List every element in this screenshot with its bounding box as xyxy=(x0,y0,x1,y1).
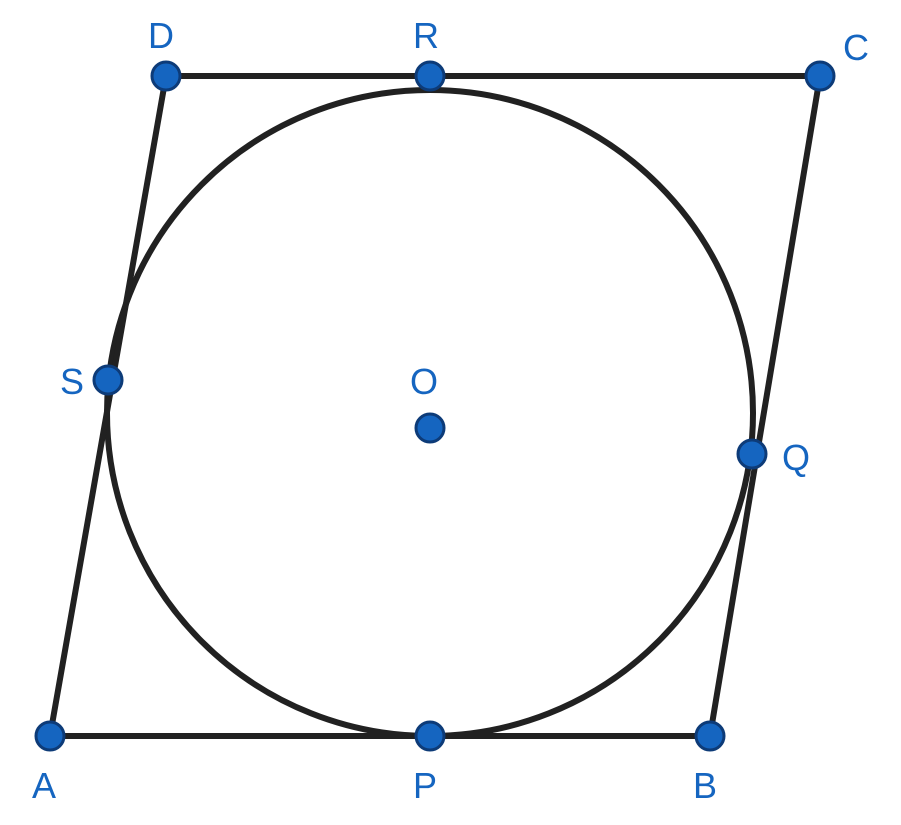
point-q xyxy=(738,440,766,468)
point-d xyxy=(152,62,180,90)
point-a xyxy=(36,722,64,750)
point-p xyxy=(416,722,444,750)
label-q: Q xyxy=(782,437,810,478)
label-d: D xyxy=(148,15,174,56)
label-o: O xyxy=(410,361,438,402)
label-r: R xyxy=(413,15,439,56)
label-c: C xyxy=(843,27,869,68)
point-b xyxy=(696,722,724,750)
label-b: B xyxy=(693,765,717,806)
point-c xyxy=(806,62,834,90)
label-a: A xyxy=(32,765,56,806)
quadrilateral-abcd xyxy=(50,76,820,736)
point-r xyxy=(416,62,444,90)
geometry-diagram: A B C D P Q R S O xyxy=(0,0,901,825)
point-s xyxy=(94,366,122,394)
point-o xyxy=(416,414,444,442)
label-p: P xyxy=(413,765,437,806)
label-s: S xyxy=(60,361,84,402)
